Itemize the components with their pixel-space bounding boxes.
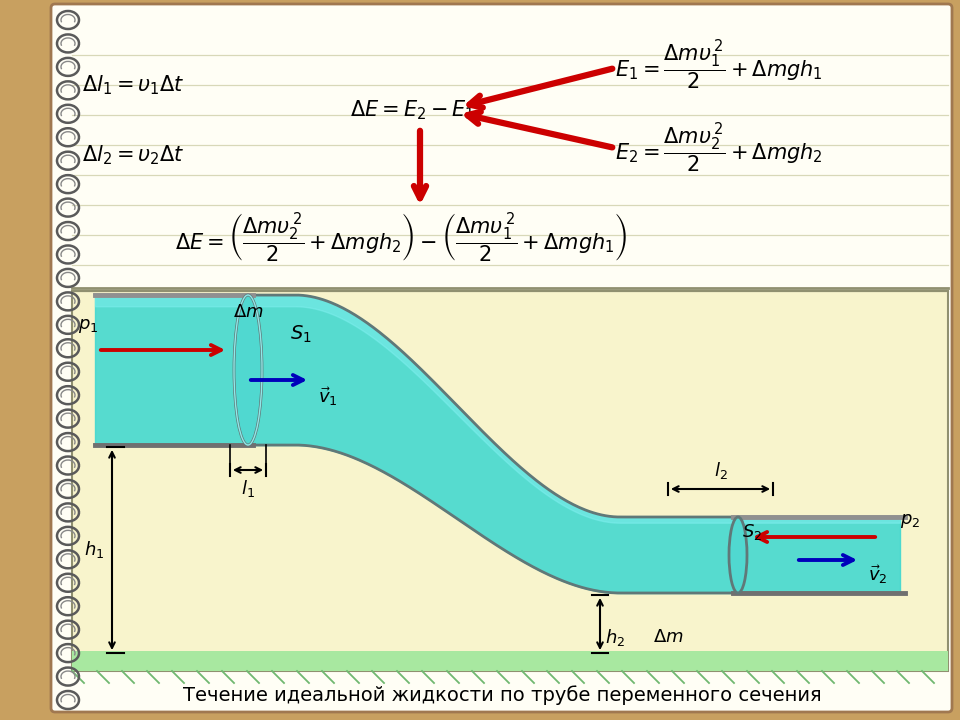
Text: $\Delta m$: $\Delta m$	[232, 303, 263, 321]
Text: $S_1$: $S_1$	[290, 324, 312, 345]
Text: $E_1 = \dfrac{\Delta m \upsilon_1^{\,2}}{2} + \Delta m g h_1$: $E_1 = \dfrac{\Delta m \upsilon_1^{\,2}}…	[615, 38, 823, 92]
Text: $l_1$: $l_1$	[241, 478, 255, 499]
Text: Течение идеальной жидкости по трубе переменного сечения: Течение идеальной жидкости по трубе пере…	[182, 685, 822, 705]
Bar	[72, 651, 948, 671]
Text: $\Delta E = \left(\dfrac{\Delta m \upsilon_2^{\,2}}{2} + \Delta m g h_2\right) -: $\Delta E = \left(\dfrac{\Delta m \upsil…	[175, 211, 627, 265]
Text: $\Delta E = E_2 - E_1$: $\Delta E = E_2 - E_1$	[350, 98, 475, 122]
Text: $p_2$: $p_2$	[900, 512, 921, 530]
Ellipse shape	[234, 295, 262, 445]
Text: $h_1$: $h_1$	[84, 539, 104, 559]
Text: $p_1$: $p_1$	[78, 317, 98, 335]
Text: $\Delta l_2 = \upsilon_2 \Delta t$: $\Delta l_2 = \upsilon_2 \Delta t$	[82, 143, 184, 167]
Text: $\vec{v}_2$: $\vec{v}_2$	[868, 563, 888, 586]
FancyBboxPatch shape	[51, 4, 952, 712]
Text: $h_2$: $h_2$	[605, 628, 625, 649]
Ellipse shape	[729, 517, 747, 593]
Text: $E_2 = \dfrac{\Delta m \upsilon_2^{\,2}}{2} + \Delta m g h_2$: $E_2 = \dfrac{\Delta m \upsilon_2^{\,2}}…	[615, 121, 823, 175]
Bar	[72, 291, 948, 671]
Text: $l_2$: $l_2$	[713, 460, 728, 481]
Text: $S_2$: $S_2$	[742, 522, 762, 542]
Text: $\Delta m$: $\Delta m$	[653, 628, 684, 646]
Text: $\Delta l_1 = \upsilon_1 \Delta t$: $\Delta l_1 = \upsilon_1 \Delta t$	[82, 73, 184, 96]
Text: $\vec{v}_1$: $\vec{v}_1$	[318, 385, 338, 408]
